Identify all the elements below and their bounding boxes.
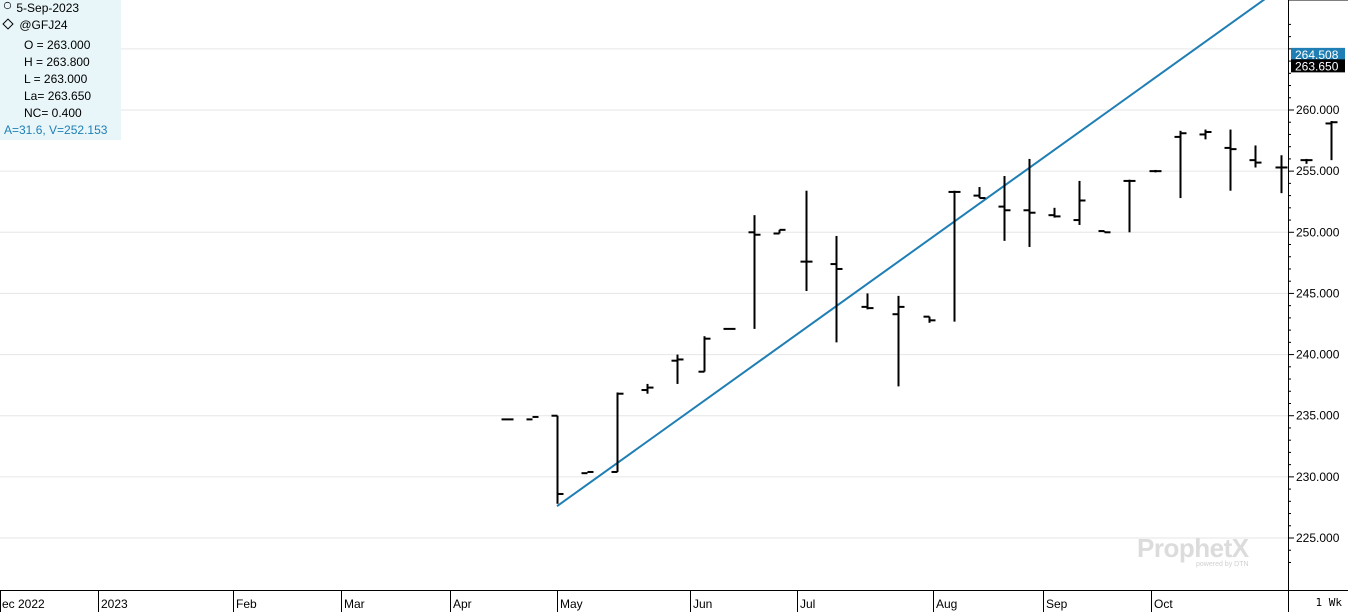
ohlc-bar: [1023, 158, 1036, 247]
prophetx-logo-subtitle: powered by DTN: [1196, 561, 1249, 568]
quote-info-panel: 5-Sep-2023 @GFJ24 O = 263.000 H = 263.80…: [0, 0, 121, 140]
y-tick-label: 255.000: [1296, 164, 1340, 178]
ohlc-bar: [1224, 129, 1237, 191]
ohlc-bar: [1199, 129, 1212, 140]
ohlc-bar: [671, 354, 684, 384]
y-tick-label: 240.000: [1296, 348, 1340, 362]
ohlc-bar: [1300, 158, 1313, 164]
ohlc-bar: [611, 392, 624, 473]
y-axis: 225.000 230.000 235.000 240.000 245.000 250.0…: [1288, 0, 1348, 590]
y-tick-label: 260.000: [1296, 103, 1340, 117]
ohlc-bar: [698, 336, 711, 373]
ohlc-bar: [830, 235, 843, 343]
x-tick-label: ec 2022: [2, 597, 45, 611]
ohlc-bar: [973, 187, 986, 200]
ohlc-bar: [892, 295, 905, 387]
prophetx-logo: ProphetX: [1137, 533, 1249, 563]
x-tick-label: 2023: [101, 597, 128, 611]
x-tick-label: Sep: [1046, 597, 1068, 611]
net-change-value: NC= 0.400: [24, 106, 82, 120]
quote-symbol: @GFJ24: [19, 18, 68, 32]
x-tick-label: Apr: [453, 597, 472, 611]
ohlc-bar: [1048, 207, 1061, 218]
trendline-stats: A=31.6, V=252.153: [4, 123, 108, 137]
x-tick-label: Mar: [344, 597, 365, 611]
ohlc-bar: [998, 176, 1011, 241]
ohlc-bar: [1073, 180, 1086, 225]
magnifier-icon: [3, 1, 12, 10]
ohlc-bar: [1275, 155, 1288, 194]
ohlc-bar: [526, 415, 539, 421]
y-tick-label: 225.000: [1296, 531, 1340, 545]
x-tick-label: Jun: [693, 597, 712, 611]
x-tick-label: Aug: [936, 597, 957, 611]
x-axis: ec 2022 2023 Feb Mar Apr May Jun Jul Aug Sep Oct: [0, 590, 1348, 612]
x-tick-label: Jul: [800, 597, 815, 611]
ohlc-bar: [748, 215, 761, 329]
high-value: H = 263.800: [24, 55, 90, 69]
trendline: [556, 0, 1266, 508]
ohlc-bar: [923, 315, 936, 323]
ohlc-bar: [1098, 230, 1111, 234]
ohlc-bar: [861, 293, 874, 310]
open-value: O = 263.000: [24, 38, 91, 52]
quote-date: 5-Sep-2023: [16, 1, 80, 15]
x-tick-label: Oct: [1154, 597, 1173, 611]
ohlc-bars: [501, 121, 1338, 504]
trendline-price-tag-text: 264.508: [1295, 48, 1339, 62]
y-tick-label: 250.000: [1296, 225, 1340, 239]
ohlc-bar: [1325, 121, 1338, 161]
ohlc-bar: [551, 414, 564, 504]
y-tick-label: 235.000: [1296, 409, 1340, 423]
x-tick-label: Feb: [236, 597, 257, 611]
trendline-price-tag: [1291, 47, 1345, 61]
y-tick-label: 230.000: [1296, 470, 1340, 484]
ohlc-bar: [773, 228, 786, 235]
ohlc-bar: [641, 383, 654, 394]
ohlc-bar: [1123, 179, 1136, 233]
last-price-tag-text: 263.650: [1295, 59, 1339, 73]
last-value: La= 263.650: [24, 89, 92, 103]
ohlc-bar: [1174, 130, 1187, 199]
ohlc-bar: [800, 190, 813, 291]
ohlc-bar: [948, 190, 961, 322]
y-tick-label: 245.000: [1296, 286, 1340, 300]
interval-label[interactable]: 1 Wk: [1315, 596, 1343, 609]
last-price-tag: [1291, 59, 1345, 73]
x-tick-label: May: [560, 597, 583, 611]
ohlc-bar: [1249, 145, 1262, 168]
low-value: L = 263.000: [24, 72, 88, 86]
diamond-icon: [2, 18, 14, 30]
ohlc-bar: [1149, 169, 1162, 173]
ohlc-bar: [581, 470, 594, 475]
trendline-layer: [556, 0, 1266, 508]
